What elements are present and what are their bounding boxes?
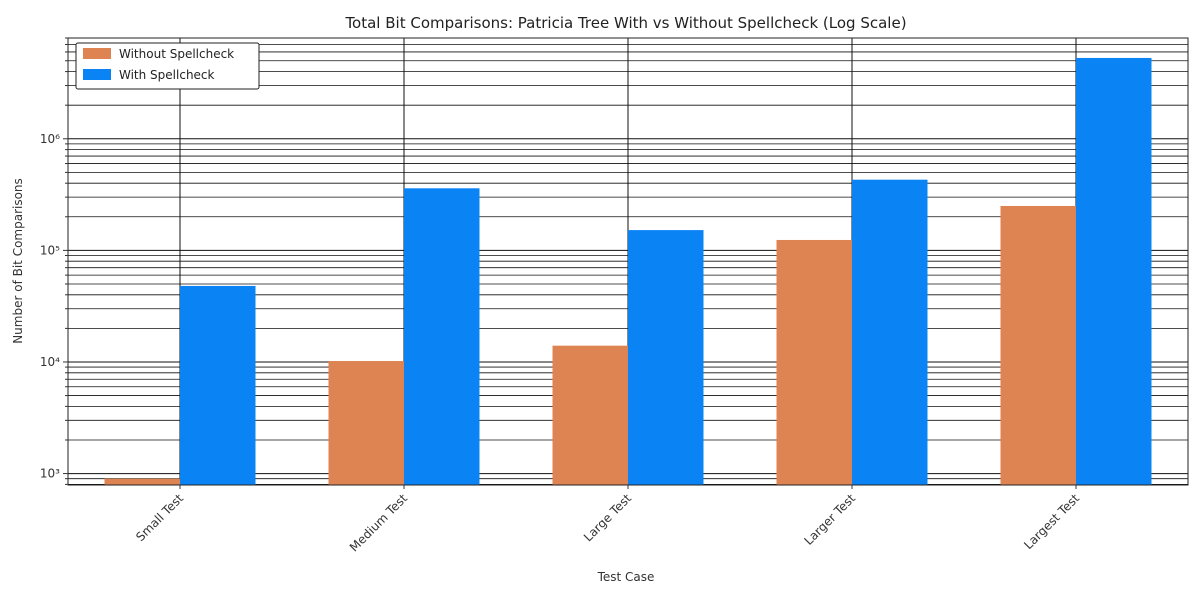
x-tick-label: Larger Test xyxy=(801,491,858,548)
bar-without-spellcheck xyxy=(776,239,852,485)
y-ticks: 10³ 10⁴ 10⁵ 10⁶ xyxy=(40,37,68,485)
bars xyxy=(104,57,1152,486)
bar-with-spellcheck xyxy=(628,230,704,485)
x-ticks: Small Test Medium Test Large Test Larger Te… xyxy=(133,485,1082,554)
y-tick-label: 10⁴ xyxy=(40,355,60,369)
bar-without-spellcheck xyxy=(328,361,404,485)
y-axis-label: Number of Bit Comparisons xyxy=(11,178,25,344)
x-axis-label: Test Case xyxy=(597,570,655,584)
bar-with-spellcheck xyxy=(180,285,256,485)
bar-with-spellcheck xyxy=(852,179,928,485)
legend-label-with-spellcheck: With Spellcheck xyxy=(119,68,215,82)
legend-box xyxy=(75,42,260,90)
bar-without-spellcheck xyxy=(552,345,628,485)
bar-without-spellcheck xyxy=(104,478,180,485)
x-tick-label: Largest Test xyxy=(1021,491,1082,552)
bar-without-spellcheck xyxy=(1000,205,1076,485)
y-tick-label: 10³ xyxy=(40,467,60,481)
chart-title: Total Bit Comparisons: Patricia Tree Wit… xyxy=(344,14,906,32)
legend: Without Spellcheck With Spellcheck xyxy=(75,42,260,90)
y-tick-label: 10⁶ xyxy=(40,132,60,146)
x-tick-label: Medium Test xyxy=(347,491,410,554)
y-tick-label: 10⁵ xyxy=(40,243,60,257)
bar-with-spellcheck xyxy=(1076,57,1152,485)
x-tick-label: Small Test xyxy=(133,491,186,544)
bar-with-spellcheck xyxy=(404,188,480,486)
legend-swatch-with-spellcheck xyxy=(83,69,111,80)
legend-swatch-without-spellcheck xyxy=(83,48,111,59)
x-tick-label: Large Test xyxy=(581,491,634,544)
legend-label-without-spellcheck: Without Spellcheck xyxy=(119,47,234,61)
